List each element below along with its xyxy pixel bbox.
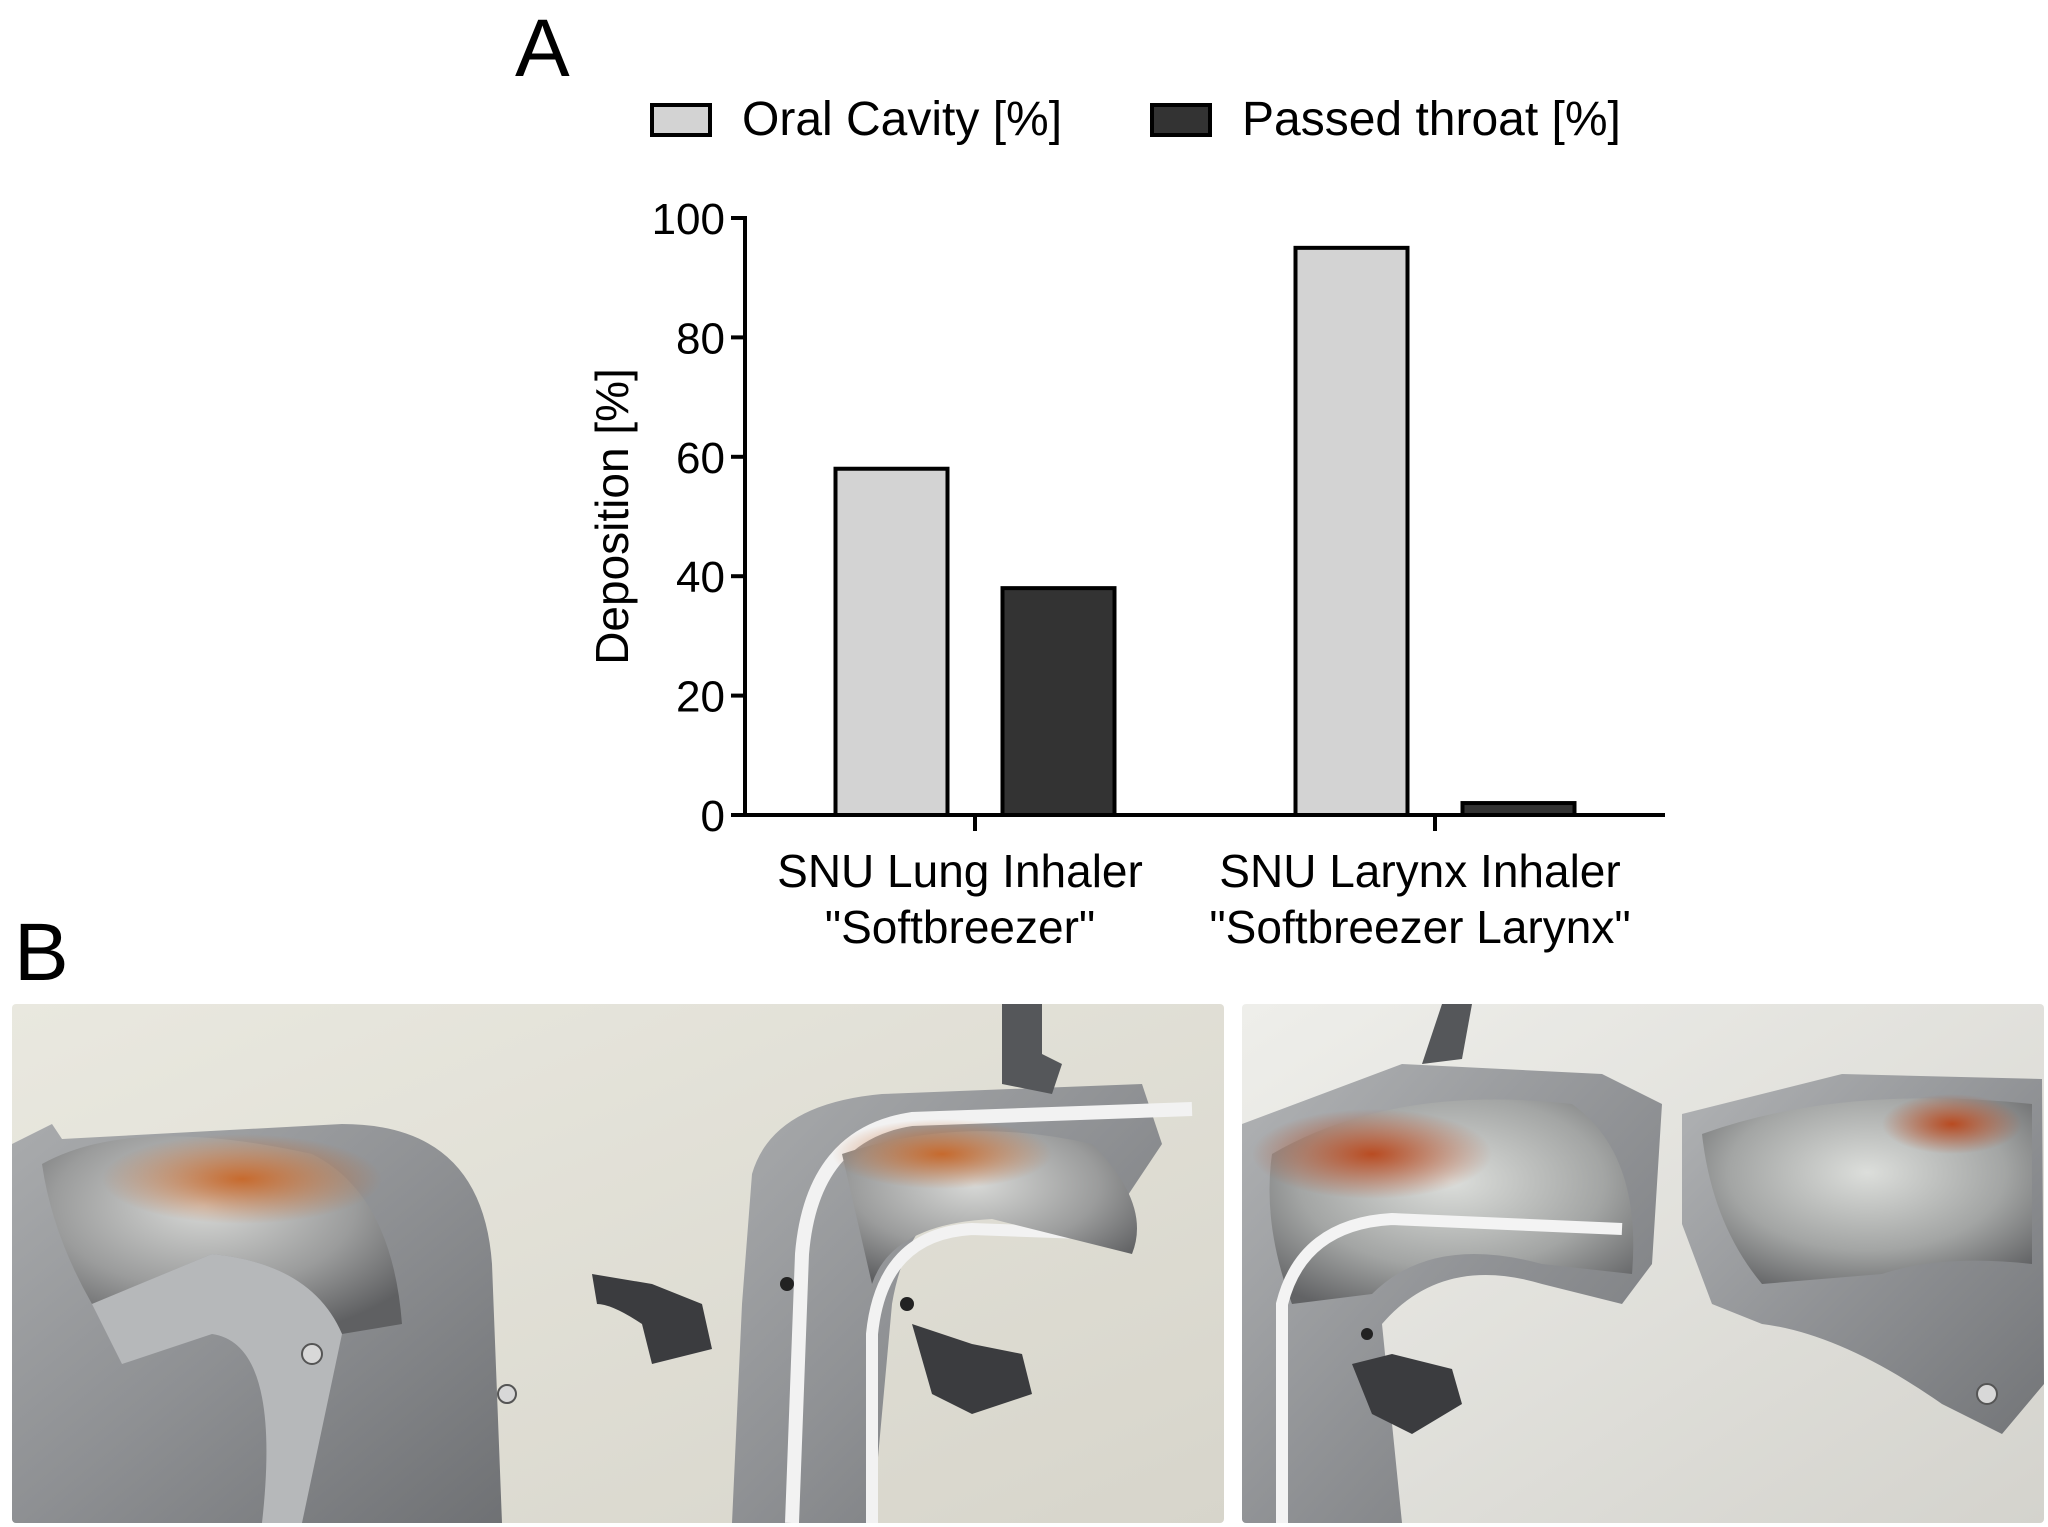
y-axis-label: Deposition [%] (586, 368, 638, 665)
x-tick-label: "Softbreezer Larynx" (1209, 901, 1630, 953)
bar-oral-cavity--1 (1293, 245, 1410, 818)
legend-label-oral-cavity: Oral Cavity [%] (742, 93, 1063, 146)
photo-lung-inhaler-mold (12, 1004, 1224, 1523)
legend-swatch-passed-throat (1150, 102, 1212, 137)
bar-oral-cavity--0 (833, 466, 950, 817)
bar-passed-throat--0 (1000, 586, 1117, 818)
y-tick-label: 0 (701, 792, 725, 841)
bar-passed-throat--1 (1460, 801, 1577, 817)
y-tick-label: 80 (676, 314, 725, 363)
legend-item-oral-cavity: Oral Cavity [%] (650, 92, 1062, 147)
x-tick-label: SNU Larynx Inhaler (1219, 845, 1620, 897)
y-tick-label: 40 (676, 553, 725, 602)
panel-label-b: B (14, 907, 69, 998)
photo-larynx-inhaler-mold (1242, 1004, 2044, 1523)
panel-label-a: A (515, 3, 570, 94)
x-tick-label: SNU Lung Inhaler (777, 845, 1143, 897)
legend-swatch-oral-cavity (650, 102, 712, 137)
legend-label-passed-throat: Passed throat [%] (1242, 93, 1621, 146)
deposition-bar-chart: 0 20 40 60 80 100 Deposition [%] SNU Lung Inhal… (586, 195, 1665, 953)
legend-item-passed-throat: Passed throat [%] (1150, 92, 1621, 147)
x-tick-label: "Softbreezer" (825, 901, 1095, 953)
y-tick-label: 100 (652, 195, 725, 244)
y-tick-label: 60 (676, 434, 725, 483)
y-tick-label: 20 (676, 673, 725, 722)
